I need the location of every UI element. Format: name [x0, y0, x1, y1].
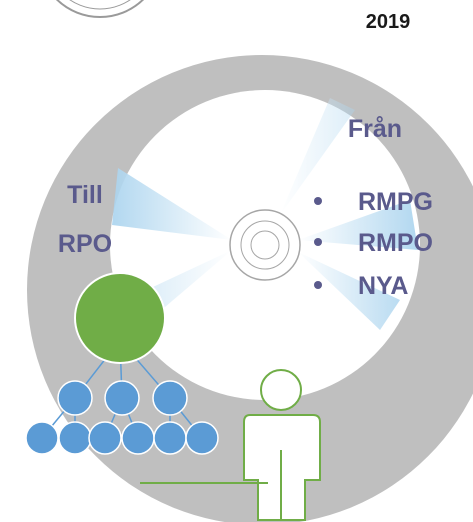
from-item: NYA	[358, 272, 409, 300]
small-disc	[38, 0, 162, 17]
to-line: Till	[67, 181, 103, 209]
diagram: 2019 Från Till RPO RMPG RMPO NYA	[0, 0, 473, 522]
from-item: RMPG	[358, 188, 433, 216]
from-title: Från	[348, 115, 402, 143]
from-item: RMPO	[358, 229, 433, 257]
year: 2019	[366, 11, 411, 33]
to-line: RPO	[58, 230, 112, 258]
